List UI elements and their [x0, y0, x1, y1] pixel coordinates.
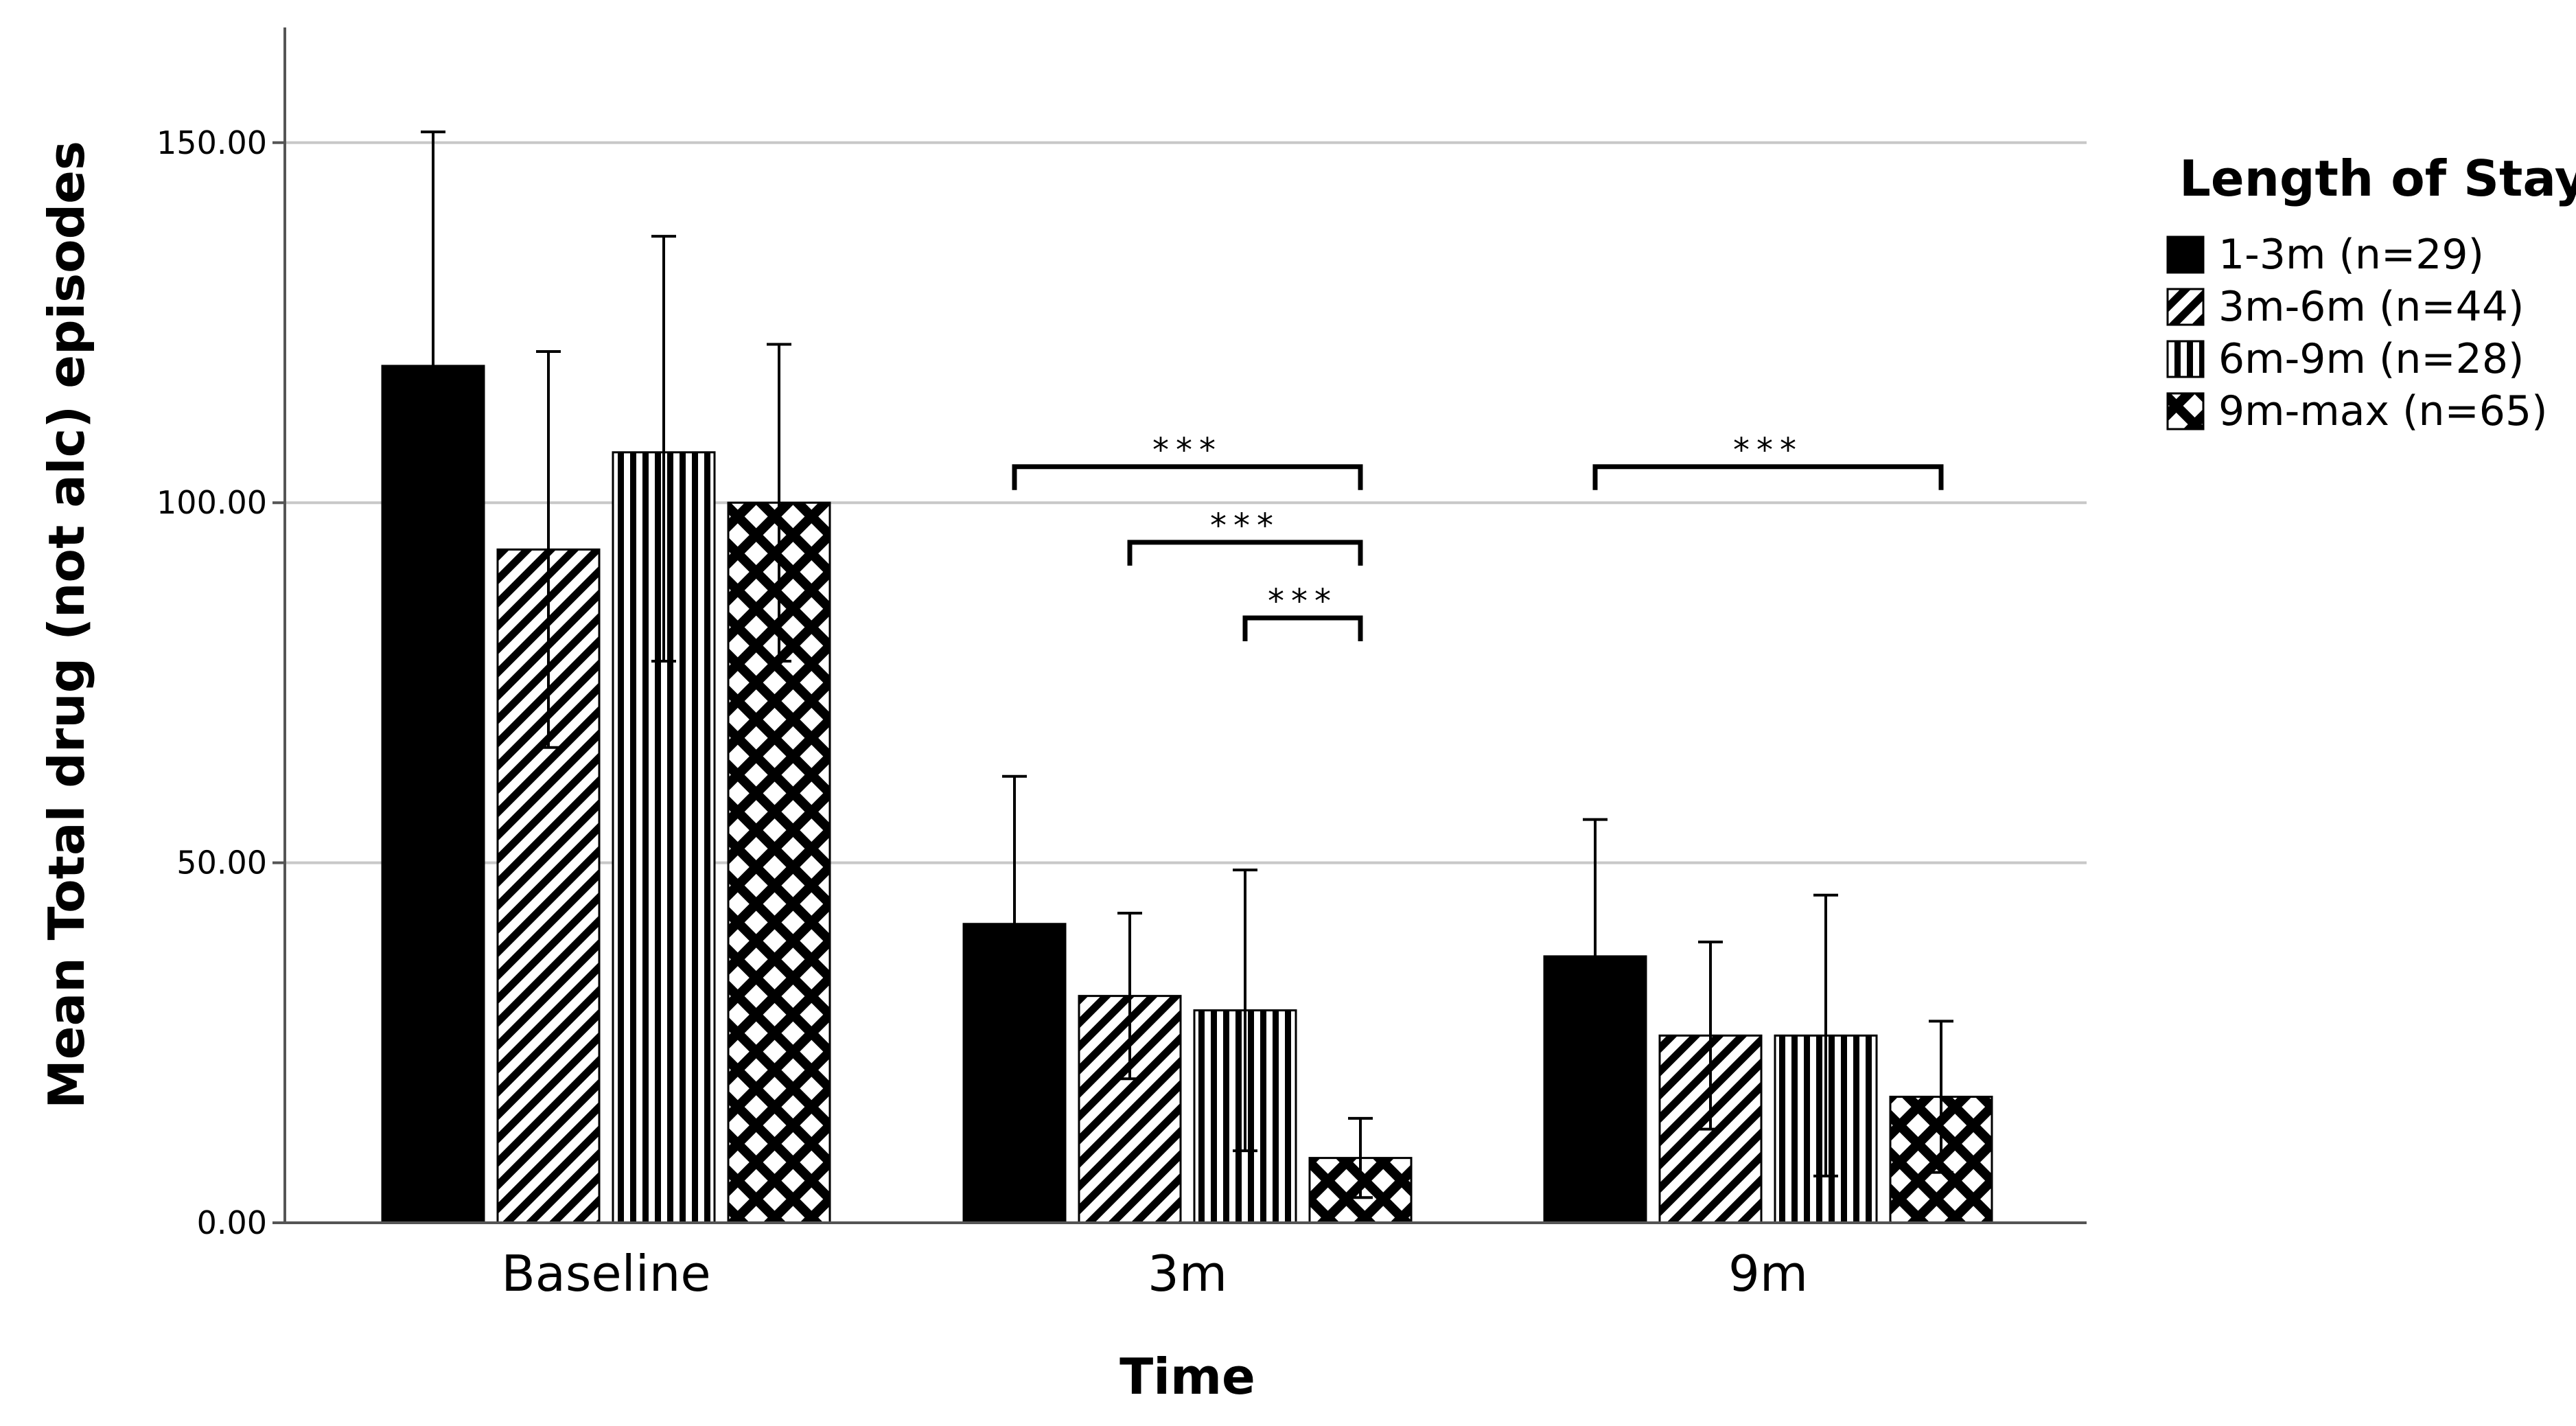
- x-tick-label-3m: 3m: [1148, 1245, 1227, 1302]
- significance-brackets: *** *** *** ***: [1012, 431, 1944, 642]
- legend-swatch: [2166, 288, 2205, 326]
- error-bar-3m-series-4: [1348, 1116, 1373, 1199]
- legend-swatch: [2166, 340, 2205, 378]
- legend-label: 1-3m (n=29): [2218, 231, 2484, 279]
- legend-title: Length of Stay: [2179, 150, 2576, 207]
- y-axis-title: Mean Total drug (not alc) episodes: [38, 141, 95, 1109]
- error-bar-9m-series-3: [1813, 893, 1838, 1177]
- y-tick-label-3: 150.00: [156, 124, 267, 161]
- significance-bracket-line: [1127, 540, 1363, 566]
- legend-swatch: [2166, 235, 2205, 274]
- bar-baseline-series-1: [381, 365, 485, 1224]
- x-tick-label-9m: 9m: [1728, 1245, 1808, 1302]
- significance-bracket-4: ***: [1592, 431, 1944, 490]
- error-bar-9m-series-1: [1583, 818, 1608, 956]
- legend-item-3: 6m-9m (n=28): [2166, 335, 2524, 383]
- error-bar-baseline-series-1: [421, 130, 445, 366]
- bar-3m-series-1: [962, 923, 1067, 1224]
- significance-bracket-line: [1242, 615, 1363, 642]
- axes: 0.00 50.00 100.00 150.00 Baseline 3m 9m Time Mea…: [38, 27, 2087, 1405]
- legend-item-1: 1-3m (n=29): [2166, 231, 2484, 279]
- significance-bracket-line: [1012, 464, 1363, 490]
- legend-item-4: 9m-max (n=65): [2166, 387, 2548, 435]
- error-bar-3m-series-1: [1002, 774, 1027, 924]
- significance-bracket-1: ***: [1012, 431, 1363, 490]
- y-tick-label-2: 100.00: [156, 484, 267, 521]
- error-bar-9m-series-4: [1929, 1020, 1953, 1174]
- legend-label: 6m-9m (n=28): [2218, 335, 2524, 383]
- significance-bracket-2: ***: [1127, 507, 1363, 566]
- significance-label: ***: [1210, 507, 1280, 545]
- significance-bracket-3: ***: [1242, 582, 1363, 642]
- significance-label: ***: [1152, 431, 1222, 470]
- error-bar-baseline-series-3: [651, 235, 676, 663]
- error-bar-9m-series-2: [1698, 940, 1723, 1131]
- significance-label: ***: [1268, 582, 1338, 621]
- x-axis-title: Time: [1119, 1348, 1255, 1405]
- error-bar-baseline-series-2: [536, 349, 561, 749]
- error-bar-baseline-series-4: [767, 343, 791, 663]
- error-bar-3m-series-2: [1117, 912, 1142, 1081]
- legend-swatch: [2166, 392, 2205, 430]
- error-bar-3m-series-3: [1233, 869, 1257, 1153]
- significance-label: ***: [1733, 431, 1803, 470]
- legend-item-2: 3m-6m (n=44): [2166, 283, 2524, 331]
- error-bars: [421, 130, 1953, 1199]
- significance-bracket-line: [1592, 464, 1944, 490]
- x-tick-label-baseline: Baseline: [501, 1245, 710, 1302]
- bar-9m-series-1: [1543, 955, 1647, 1224]
- bars: [381, 365, 1993, 1224]
- y-tick-label-0: 0.00: [197, 1204, 267, 1241]
- legend-label: 9m-max (n=65): [2218, 387, 2548, 435]
- y-tick-label-1: 50.00: [176, 844, 267, 882]
- legend: Length of Stay 1-3m (n=29)3m-6m (n=44)6m-…: [2166, 150, 2576, 435]
- legend-label: 3m-6m (n=44): [2218, 283, 2524, 331]
